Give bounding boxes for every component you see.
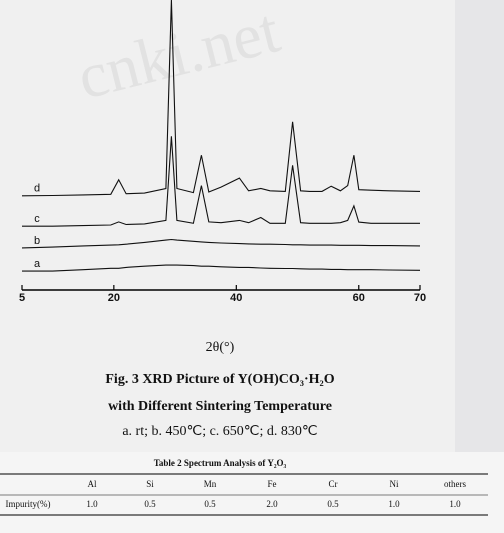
xrd-curve	[22, 264, 421, 272]
x-tick-label: 20	[108, 292, 120, 304]
table-area	[0, 452, 504, 533]
table-cell: 2.0	[266, 499, 278, 509]
xrd-curve	[21, 238, 421, 249]
table-title: Table 2 Spectrum Analysis of Y₂O₃	[154, 458, 287, 468]
table-cell: 0.5	[327, 499, 339, 509]
caption: Fig. 3 XRD Picture of Y(OH)CO₃·H₂O	[105, 372, 334, 387]
x-tick-label: 60	[353, 292, 365, 304]
table-cell: 1.0	[388, 499, 400, 509]
table-header: Cr	[329, 479, 338, 489]
curve-label: c	[34, 213, 40, 225]
x-tick-label: 5	[19, 292, 25, 304]
x-axis-label: 2θ(°)	[206, 340, 235, 355]
xrd-curve	[21, 0, 421, 197]
caption: with Different Sintering Temperature	[108, 399, 332, 414]
curve-label: d	[34, 183, 40, 195]
table-header: Fe	[268, 479, 277, 489]
table-header: Ni	[390, 479, 399, 489]
curve-label: b	[34, 235, 40, 247]
xrd-curve	[22, 136, 420, 227]
table-cell: 1.0	[86, 499, 98, 509]
x-tick-label: 70	[414, 292, 426, 304]
margin-strip	[455, 0, 504, 452]
curve-label: a	[34, 258, 41, 270]
caption: a. rt; b. 450℃; c. 650℃; d. 830℃	[122, 424, 317, 439]
table-header: Si	[146, 479, 154, 489]
table-cell: 0.5	[204, 499, 216, 509]
x-tick-label: 40	[230, 292, 242, 304]
watermark: cnki.net	[71, 0, 287, 113]
table-cell: Impurity(%)	[6, 499, 51, 509]
table-header: others	[444, 479, 466, 489]
table-cell: 0.5	[144, 499, 156, 509]
table-header: Mn	[204, 479, 217, 489]
table-header: Al	[88, 479, 97, 489]
table-cell: 1.0	[449, 499, 461, 509]
